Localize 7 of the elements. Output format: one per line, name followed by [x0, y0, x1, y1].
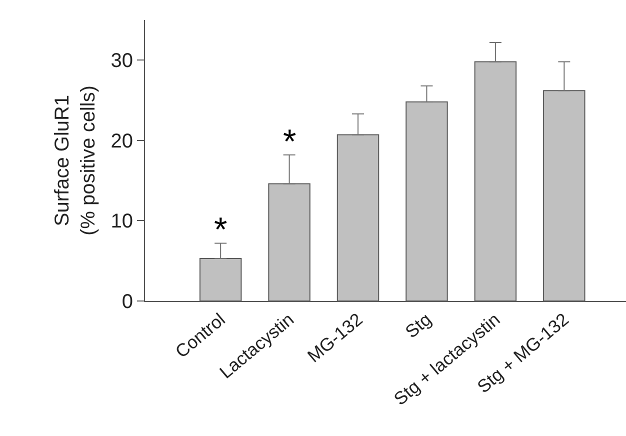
- y-tick-label: 10: [110, 210, 133, 233]
- annotation: *: [283, 123, 296, 161]
- annotation: *: [214, 211, 228, 249]
- y-tick-label: 20: [110, 130, 133, 152]
- y-axis-title: Surface GluR1 (% positive cells): [51, 85, 100, 236]
- y-tick-label: 0: [122, 291, 133, 313]
- y-tick-label: 30: [110, 50, 133, 72]
